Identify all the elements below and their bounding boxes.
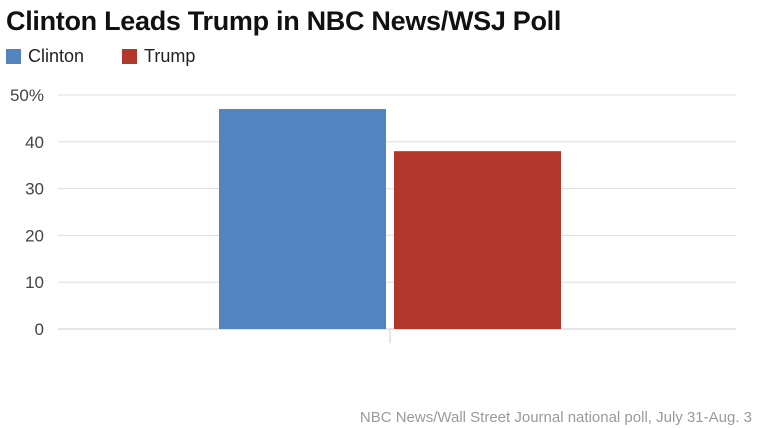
legend-swatch-clinton xyxy=(6,49,21,64)
chart-legend: Clinton Trump xyxy=(6,46,233,67)
y-tick-label-0: 0 xyxy=(35,320,44,339)
bar-trump xyxy=(394,151,561,329)
y-tick-label-50: 50% xyxy=(10,86,44,105)
bar-clinton xyxy=(219,109,386,329)
chart-title: Clinton Leads Trump in NBC News/WSJ Poll xyxy=(6,6,562,36)
legend-item-trump: Trump xyxy=(122,46,195,67)
y-tick-label-40: 40 xyxy=(25,133,44,152)
legend-label-clinton: Clinton xyxy=(28,46,85,66)
legend-item-clinton: Clinton xyxy=(6,46,84,67)
legend-swatch-trump xyxy=(122,49,138,64)
source-note: NBC News/Wall Street Journal national po… xyxy=(359,409,752,426)
y-tick-label-20: 20 xyxy=(25,226,44,245)
legend-label-trump: Trump xyxy=(144,46,196,66)
y-tick-label-30: 30 xyxy=(25,180,44,199)
y-tick-label-10: 10 xyxy=(25,273,44,292)
